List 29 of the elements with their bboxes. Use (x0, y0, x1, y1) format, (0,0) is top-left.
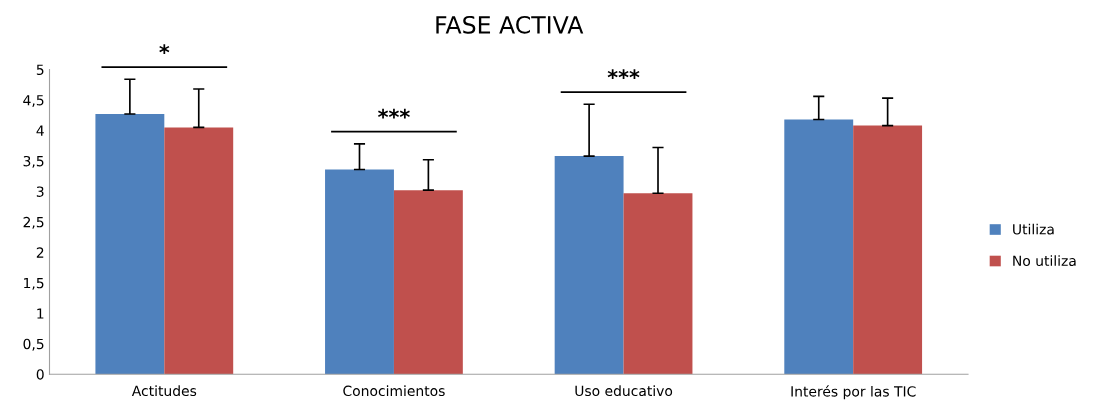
bar (784, 119, 854, 375)
legend-label: No utiliza (1013, 255, 1076, 267)
y-tick-label: 4 (36, 125, 44, 136)
x-tick-label: Actitudes (131, 385, 197, 397)
x-tick-label: Interés por las TIC (791, 385, 916, 400)
bar (393, 190, 463, 375)
bar (325, 169, 394, 375)
annotation: *** (378, 108, 410, 119)
bar (95, 114, 165, 375)
y-tick-label: 2,5 (23, 216, 44, 229)
legend-label: Utiliza (1013, 223, 1054, 235)
y-tick-label: 5 (36, 64, 44, 75)
annotation: *** (607, 69, 640, 79)
y-tick-label: 1,5 (24, 277, 44, 290)
bar (554, 156, 624, 375)
text: * (159, 44, 170, 54)
y-tick-label: 3,5 (23, 155, 44, 168)
bar (853, 125, 923, 375)
x-tick-label: Uso educativo (575, 385, 673, 397)
bar (164, 127, 234, 375)
chart-title: FASE ACTIVA (436, 15, 584, 34)
y-tick-label: 0,5 (23, 338, 44, 351)
y-tick-label: 3 (36, 186, 44, 197)
y-tick-label: 2 (36, 247, 44, 258)
y-tick-label: 1 (37, 308, 44, 319)
x-tick-label: Conocimientos (343, 385, 445, 397)
y-tick-label: 4,5 (23, 95, 44, 107)
bar (623, 193, 693, 375)
y-tick-label: 0 (36, 369, 44, 380)
